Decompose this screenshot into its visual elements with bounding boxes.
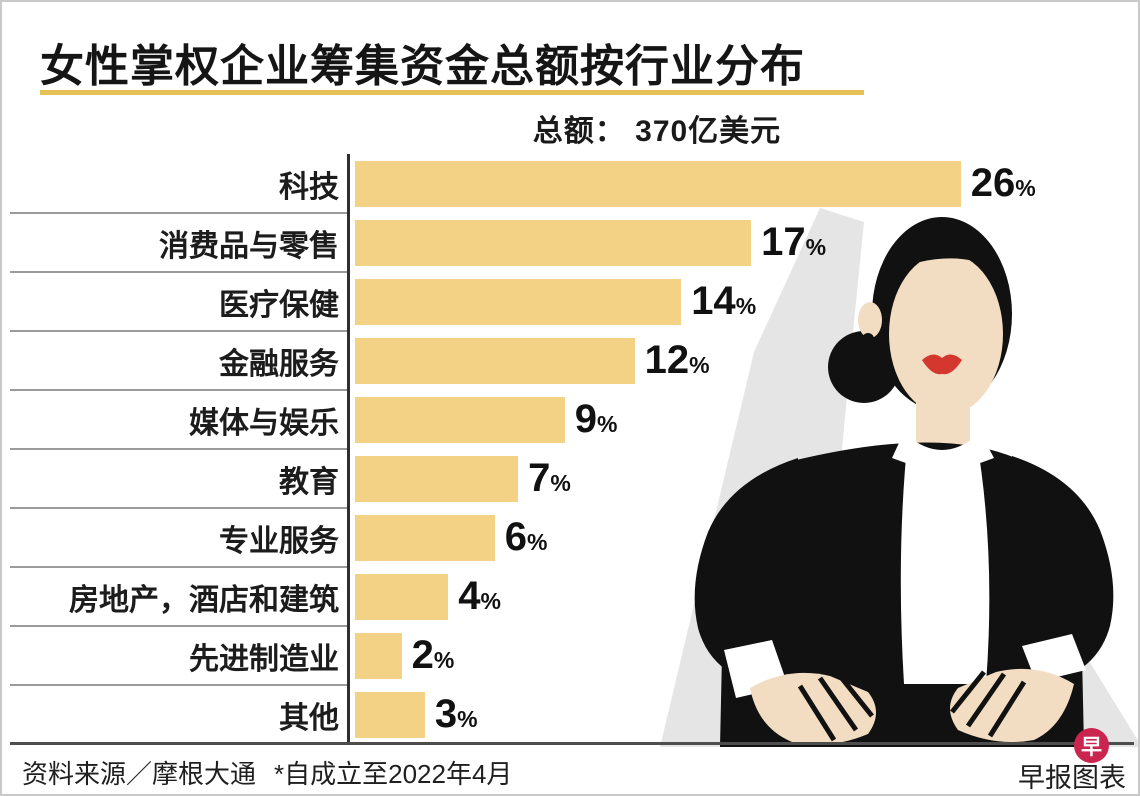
chart-row: 其他 3% [10, 684, 1134, 744]
bar [355, 219, 752, 266]
bar [355, 573, 449, 620]
chart-bottom-line [10, 742, 1134, 745]
bar-plot: 26% [349, 154, 1134, 213]
bar [355, 337, 635, 384]
bar [355, 455, 519, 502]
chart-rows: 科技 26% 消费品与零售 17% 医疗保健 14% 金融服务 12% 媒体与娱乐 9% 教育 7% 专… [10, 154, 1134, 744]
percent-sign: % [457, 706, 478, 732]
bar-plot: 9% [349, 390, 1134, 449]
value-number: 14 [691, 279, 736, 323]
chart-row: 房地产，酒店和建筑 4% [10, 566, 1134, 626]
value-label: 9% [575, 397, 618, 442]
value-number: 17 [761, 220, 806, 264]
footer-credit: 早报图表 [1018, 763, 1126, 793]
value-number: 3 [434, 692, 458, 736]
value-label: 14% [691, 279, 756, 324]
bar-plot: 12% [349, 331, 1134, 390]
value-number: 26 [970, 161, 1016, 205]
bar [355, 160, 961, 207]
bar [355, 514, 495, 561]
value-label: 7% [528, 456, 571, 501]
value-number: 7 [528, 456, 551, 500]
value-number: 9 [574, 397, 597, 441]
woman-suit-left-arm [694, 458, 814, 680]
percent-sign: % [805, 234, 827, 260]
bar [355, 278, 682, 325]
chart-row: 教育 7% [10, 448, 1134, 508]
source-text: 资料来源／摩根大通 [22, 759, 257, 789]
category-label: 医疗保健 [10, 271, 349, 331]
bar-plot: 17% [349, 213, 1134, 272]
chart-row: 先进制造业 2% [10, 625, 1134, 685]
title-underline [40, 90, 864, 95]
woman-left-fingers [797, 674, 874, 742]
bar-plot: 6% [349, 508, 1134, 567]
percent-sign: % [1015, 175, 1036, 201]
woman-hair-fringe [896, 248, 998, 270]
woman-collar [892, 430, 936, 474]
chart-row: 科技 26% [10, 154, 1134, 213]
bar-plot: 4% [349, 567, 1134, 626]
chart-row: 金融服务 12% [10, 330, 1134, 390]
value-label: 2% [412, 633, 455, 678]
value-label: 17% [761, 220, 826, 265]
category-label: 媒体与娱乐 [10, 389, 349, 449]
woman-ear [858, 302, 882, 338]
value-label: 3% [435, 692, 478, 737]
percent-sign: % [480, 588, 501, 614]
percent-sign: % [596, 411, 618, 437]
value-label: 6% [505, 515, 548, 560]
woman-lips [922, 354, 962, 375]
bar-plot: 7% [349, 449, 1134, 508]
woman-suit-right-arm [994, 456, 1114, 678]
bar [355, 632, 402, 679]
page-title: 女性掌权企业筹集资金总额按行业分布 [40, 42, 805, 91]
chart-axis-line [347, 154, 350, 744]
percent-sign: % [689, 352, 710, 378]
chart-row: 媒体与娱乐 9% [10, 389, 1134, 449]
chart-row: 医疗保健 14% [10, 271, 1134, 331]
bar-plot: 2% [349, 626, 1134, 685]
chart-row: 消费品与零售 17% [10, 212, 1134, 272]
category-label: 其他 [10, 684, 349, 744]
woman-right-fingers [950, 670, 1027, 738]
businesswoman-illustration [660, 208, 1138, 747]
zaobao-logo-icon: 早 [1074, 728, 1109, 763]
category-label: 科技 [279, 170, 339, 204]
bar [355, 396, 565, 443]
percent-sign: % [433, 647, 455, 673]
category-label: 专业服务 [10, 507, 349, 567]
value-label: 26% [971, 161, 1036, 206]
woman-neck [916, 387, 970, 449]
woman-right-cuff [1022, 634, 1086, 682]
category-label: 先进制造业 [10, 625, 349, 685]
percent-sign: % [550, 470, 571, 496]
value-number: 6 [504, 515, 528, 559]
value-number: 12 [644, 338, 690, 382]
bar-chart: 科技 26% 消费品与零售 17% 医疗保健 14% 金融服务 12% 媒体与娱乐 9% 教育 7% 专… [10, 154, 1134, 744]
percent-sign: % [735, 293, 757, 319]
woman-earring [862, 333, 874, 345]
woman-shirt [900, 436, 990, 684]
chart-subtitle: 总额： 370亿美元 [532, 115, 782, 148]
woman-face [889, 253, 1003, 415]
woman-collar [950, 430, 994, 474]
category-label: 教育 [10, 448, 349, 508]
bar [355, 691, 425, 738]
bar-plot: 3% [349, 685, 1134, 744]
chart-row: 专业服务 6% [10, 507, 1134, 567]
category-label: 消费品与零售 [10, 212, 349, 272]
value-number: 4 [458, 574, 481, 618]
bar-plot: 14% [349, 272, 1134, 331]
value-number: 2 [411, 633, 434, 677]
category-label: 金融服务 [10, 330, 349, 390]
footnote-text: *自成立至2022年4月 [274, 759, 513, 789]
percent-sign: % [527, 529, 548, 555]
value-label: 12% [645, 338, 710, 383]
footer-source: 资料来源／摩根大通 *自成立至2022年4月 [22, 754, 512, 791]
category-label: 房地产，酒店和建筑 [10, 566, 349, 626]
value-label: 4% [458, 574, 501, 619]
